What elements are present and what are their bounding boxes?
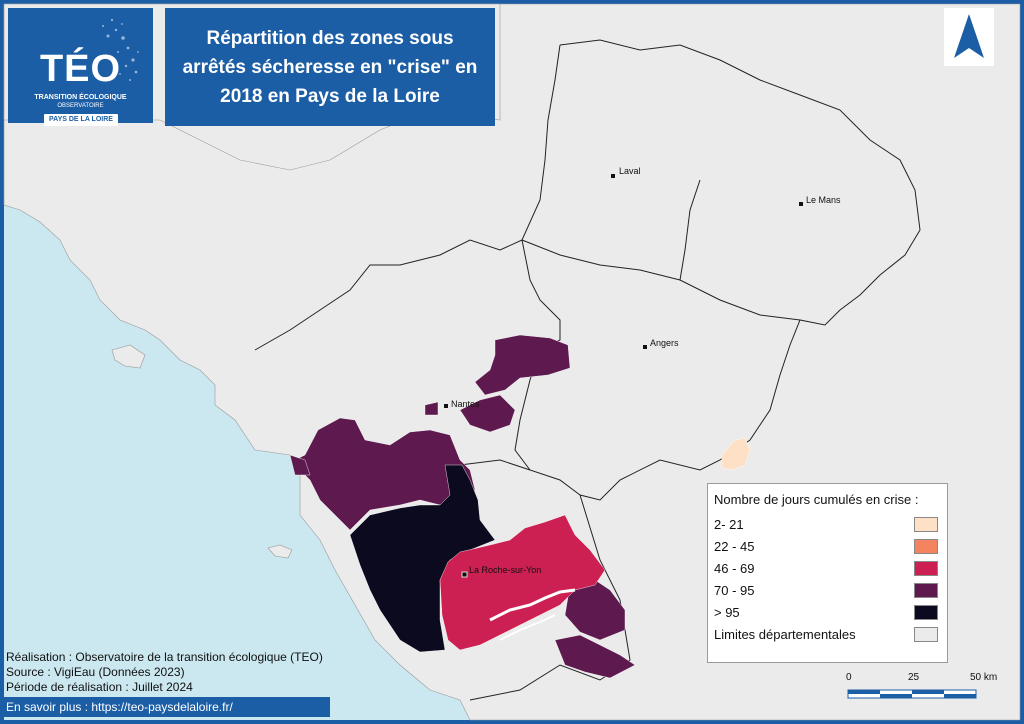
legend-item-label: > 95 xyxy=(714,605,740,620)
zone-70-95 xyxy=(474,334,571,396)
city-marker-le-mans xyxy=(799,202,803,206)
zone-70-95 xyxy=(424,401,439,416)
city-label-la-roche-sur-yon: La Roche-sur-Yon xyxy=(469,565,541,575)
river xyxy=(499,614,556,641)
north-arrow-icon xyxy=(954,14,984,58)
logo-sub1-text: TRANSITION ÉCOLOGIQUE xyxy=(34,94,127,101)
zone-2-21 xyxy=(721,437,751,471)
scale-label: 25 xyxy=(908,672,920,683)
city-label-le-mans: Le Mans xyxy=(806,195,841,205)
teo-logo: TÉO TRANSITION ÉCOLOGIQUE OBSERVATOIRE P… xyxy=(8,8,153,126)
city-markers xyxy=(444,174,803,578)
legend-item-label: Limites départementales xyxy=(714,627,856,642)
credits-line: Période de réalisation : Juillet 2024 xyxy=(6,680,193,694)
city-label-nantes: Nantes xyxy=(451,399,480,409)
legend-item: 2- 21 xyxy=(714,514,940,536)
logo-region-pill: PAYS DE LA LOIRE xyxy=(44,114,118,126)
legend-item-label: 22 - 45 xyxy=(714,539,755,554)
legend-swatch xyxy=(914,517,938,532)
legend-item: Limites départementales xyxy=(714,624,940,646)
island xyxy=(111,344,146,369)
credits-line: Source : VigiEau (Données 2023) xyxy=(6,665,185,679)
logo-sub2-text: OBSERVATOIRE xyxy=(57,103,104,109)
city-marker-laval xyxy=(611,174,615,178)
legend-item-label: 2- 21 xyxy=(714,517,744,532)
legend-swatch xyxy=(914,561,938,576)
legend-swatch xyxy=(914,627,938,642)
city-marker-nantes xyxy=(444,404,448,408)
legend-title: Nombre de jours cumulés en crise : xyxy=(714,492,919,507)
island xyxy=(267,544,293,559)
scale-bar: 0 25 50 km xyxy=(840,672,1000,702)
legend-item-label: 46 - 69 xyxy=(714,561,755,576)
credits: Réalisation : Observatoire de la transit… xyxy=(6,650,323,695)
city-label-angers: Angers xyxy=(650,338,679,348)
city-marker-la-roche-sur-yon xyxy=(461,571,468,578)
map-title: Répartition des zones sous arrêtés séche… xyxy=(182,27,478,107)
zone-70-95 xyxy=(554,634,636,679)
city-marker-angers xyxy=(643,345,647,349)
river xyxy=(489,588,576,622)
city-labels: Laval Le Mans Angers Nantes La Roche-sur… xyxy=(451,166,841,575)
department-boundaries xyxy=(254,39,921,701)
north-arrow xyxy=(944,8,994,66)
title-box: Répartition des zones sous arrêtés séche… xyxy=(165,8,495,126)
scale-bar-graphic xyxy=(847,689,977,699)
crise-zones xyxy=(289,334,751,679)
zone-46-69 xyxy=(439,514,606,651)
scale-label: 50 km xyxy=(970,672,998,683)
scale-label: 0 xyxy=(846,672,852,683)
legend-item-label: 70 - 95 xyxy=(714,583,755,598)
zone-70-95 xyxy=(564,579,626,641)
legend: Nombre de jours cumulés en crise : 2- 21… xyxy=(707,483,948,663)
logo-main-text: TÉO xyxy=(39,48,122,90)
legend-swatch xyxy=(914,539,938,554)
legend-item: 46 - 69 xyxy=(714,558,940,580)
logo-dots-icon xyxy=(102,18,139,81)
zone-gt-95 xyxy=(349,464,496,653)
more-info-link[interactable]: En savoir plus : https://teo-paysdelaloi… xyxy=(0,697,330,717)
zone-70-95 xyxy=(289,454,311,476)
legend-swatch xyxy=(914,605,938,620)
legend-item: 22 - 45 xyxy=(714,536,940,558)
legend-item: 70 - 95 xyxy=(714,580,940,602)
legend-swatch xyxy=(914,583,938,598)
city-label-laval: Laval xyxy=(619,166,641,176)
legend-item: > 95 xyxy=(714,602,940,624)
credits-line: Réalisation : Observatoire de la transit… xyxy=(6,650,323,664)
zone-70-95 xyxy=(459,394,516,433)
